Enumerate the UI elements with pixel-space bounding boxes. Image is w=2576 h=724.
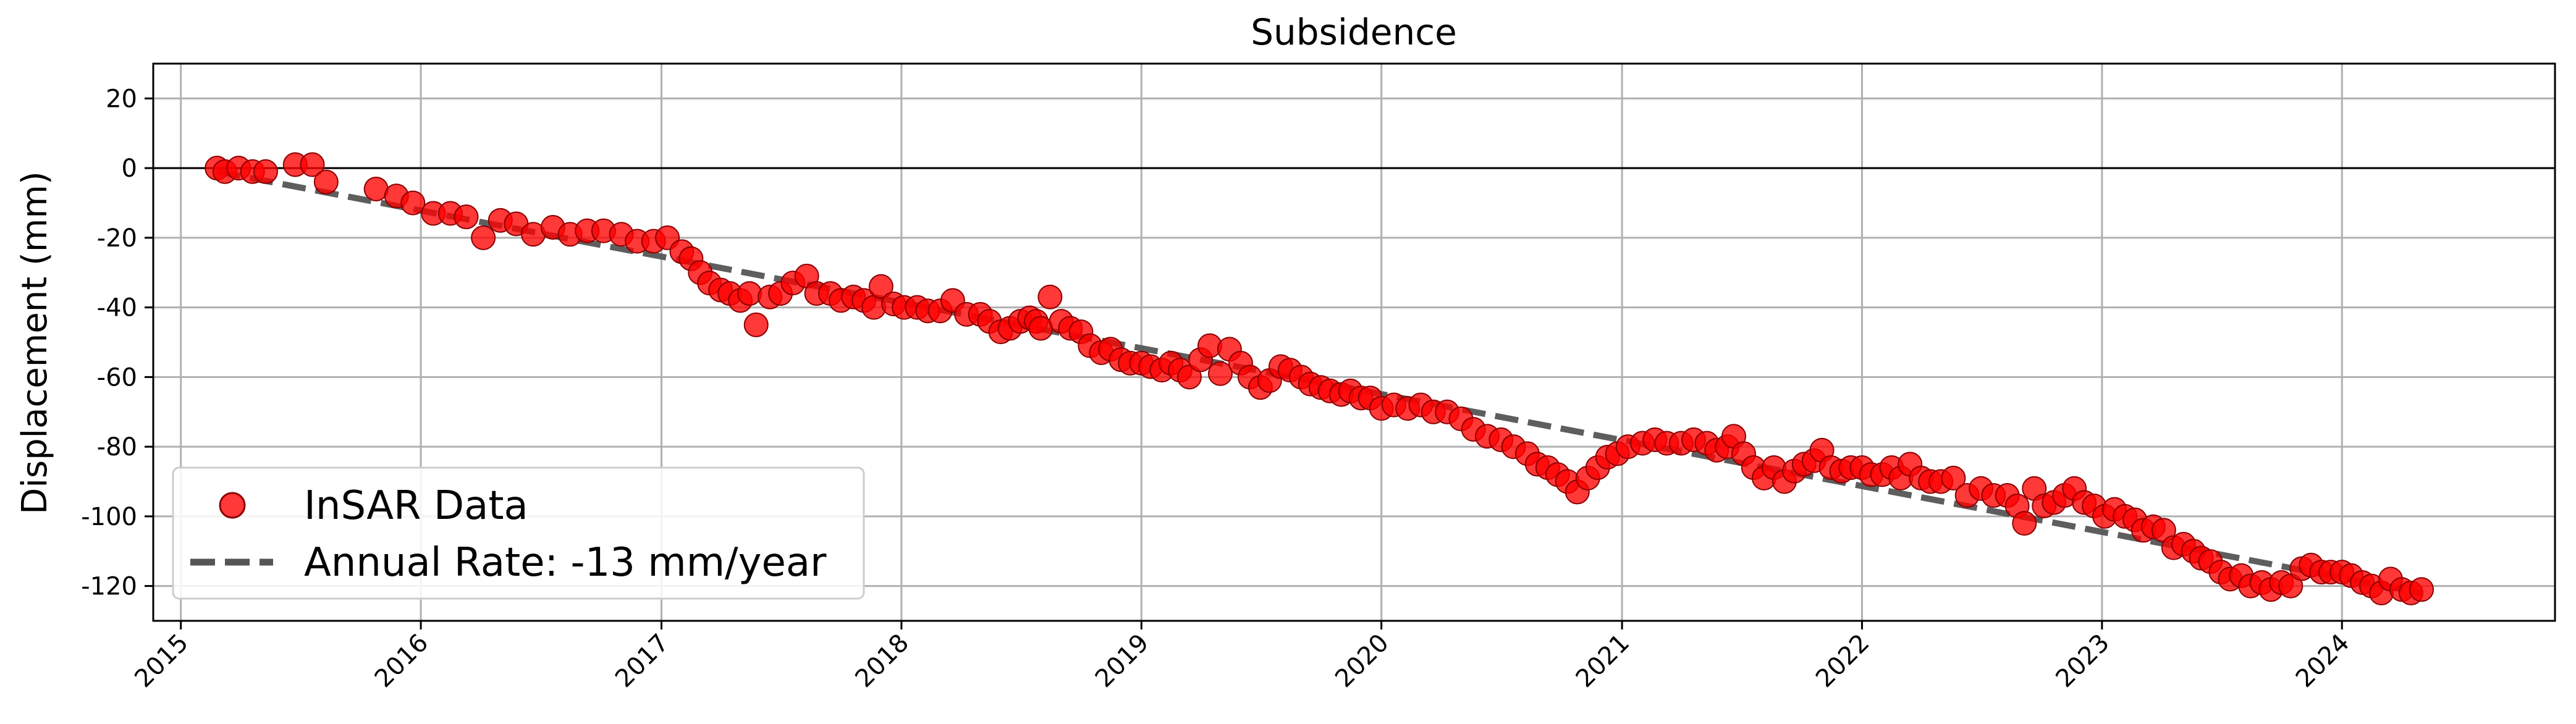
data-points [205, 152, 2434, 605]
x-tick-label: 2023 [2050, 629, 2115, 694]
y-tick-label: 20 [106, 85, 137, 113]
plot-frame [152, 62, 2556, 622]
legend-label-trend: Annual Rate: -13 mm/year [304, 540, 827, 586]
x-tick-label: 2022 [1810, 629, 1875, 694]
y-tick-label: -40 [97, 294, 137, 322]
data-point [737, 281, 762, 306]
x-tick-label: 2024 [2291, 629, 2355, 694]
x-tick-label: 2020 [1330, 629, 1395, 694]
data-point [471, 225, 496, 250]
y-axis-label: Displacement (mm) [15, 171, 55, 515]
chart-title: Subsidence [1251, 11, 1457, 53]
x-tick-label: 2016 [370, 629, 434, 694]
data-point [300, 152, 325, 177]
legend-label-insar: InSAR Data [304, 483, 528, 529]
y-tick-label: -60 [97, 363, 137, 392]
data-point [1176, 364, 1202, 390]
data-point [2409, 577, 2434, 602]
data-point [2278, 573, 2304, 599]
data-point [1207, 361, 1233, 386]
data-point [253, 159, 278, 184]
x-tick-label: 2021 [1571, 629, 1636, 694]
data-point [2012, 511, 2037, 536]
y-tick-label: -100 [81, 503, 137, 531]
data-point [743, 312, 769, 337]
y-tick-label: -80 [97, 433, 137, 461]
data-point [1941, 465, 1966, 490]
legend-marker-insar [219, 492, 246, 519]
x-tick-label: 2018 [850, 629, 914, 694]
x-tick-label: 2017 [610, 629, 675, 694]
data-point [868, 274, 893, 299]
data-point [400, 190, 426, 216]
legend-box [172, 466, 865, 600]
y-ticks: 20 0 -20 -40 -60 -80 -100 -120 [81, 85, 153, 601]
y-tick-label: 0 [122, 154, 137, 183]
data-point [313, 169, 339, 195]
x-tick-label: 2015 [129, 629, 194, 694]
data-point [1037, 284, 1063, 309]
legend: InSAR Data Annual Rate: -13 mm/year [172, 466, 865, 600]
data-point [454, 204, 479, 230]
x-ticks: 2015 2016 2017 2018 2019 2020 2021 2022 2023 2024 [129, 621, 2355, 693]
x-tick-label: 2019 [1090, 629, 1155, 694]
y-tick-label: -20 [97, 224, 137, 253]
y-tick-label: -120 [81, 573, 137, 601]
